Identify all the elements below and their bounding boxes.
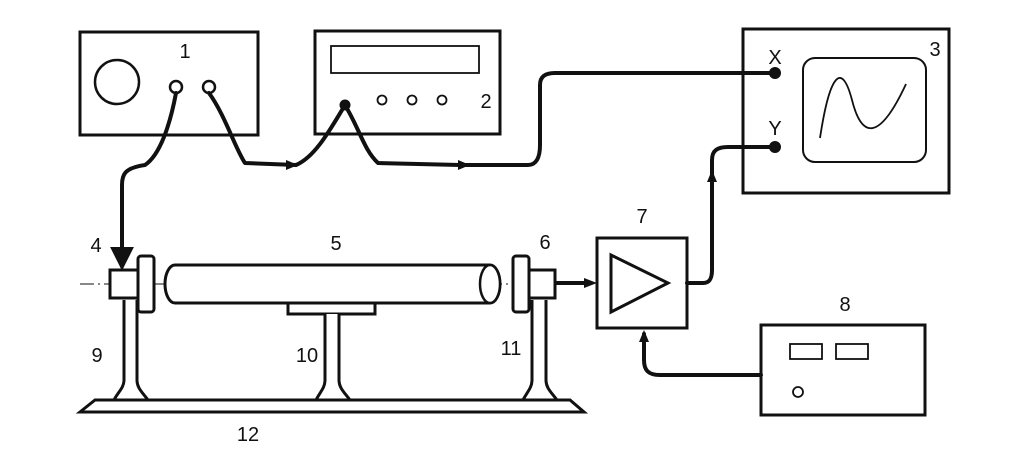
tube-open-end: [478, 263, 502, 305]
label-2: 2: [480, 91, 491, 113]
frequency-meter: 2: [313, 29, 502, 136]
stand-left: 9: [91, 300, 152, 402]
oscilloscope: 3 X Y: [741, 27, 951, 195]
sound-receiver: 6: [511, 232, 557, 314]
power-supply-indicator-2: [835, 343, 869, 360]
wire-amplifier-to-oscilloscope-y: [685, 145, 772, 285]
label-12: 12: [237, 424, 259, 446]
wire-arrow-1: [286, 160, 298, 170]
label-3: 3: [929, 39, 940, 61]
wire-arrow-4: [639, 330, 649, 342]
base-plate: 12: [75, 398, 589, 446]
oscilloscope-x-terminal: [769, 67, 781, 79]
power-supply: 8: [759, 294, 927, 417]
label-11: 11: [501, 338, 522, 360]
label-7: 7: [636, 206, 647, 228]
oscilloscope-input-y-label: Y: [768, 118, 781, 140]
wire-arrow-3: [707, 170, 717, 182]
power-supply-knob: [792, 386, 804, 398]
label-1: 1: [179, 41, 190, 63]
generator-dial-icon: [93, 58, 141, 106]
frequency-meter-knob-1: [376, 94, 388, 106]
label-6: 6: [539, 232, 550, 254]
frequency-meter-knob-2: [406, 94, 418, 106]
stand-middle: 10: [286, 301, 377, 402]
sound-generator: 1: [78, 30, 260, 137]
resonance-tube: 5: [163, 233, 502, 305]
wire-arrow-5: [584, 278, 597, 288]
amplifier-triangle-icon: [609, 252, 672, 315]
amplifier: 7: [595, 206, 689, 330]
label-9: 9: [91, 345, 102, 367]
frequency-meter-display: [330, 45, 480, 74]
label-10: 10: [296, 345, 318, 367]
power-supply-indicator-1: [789, 343, 823, 360]
label-5: 5: [330, 233, 341, 255]
oscilloscope-screen: [802, 57, 927, 163]
wire-arrow-2: [458, 160, 470, 170]
stand-right: 11: [501, 300, 561, 402]
label-8: 8: [839, 294, 850, 316]
oscilloscope-input-x-label: X: [768, 47, 781, 69]
wire-power-supply-to-amplifier: [642, 332, 763, 377]
sound-emitter: 4: [90, 235, 156, 314]
oscilloscope-y-terminal: [769, 141, 781, 153]
frequency-meter-knob-3: [436, 94, 448, 106]
frequency-meter-input-terminal: [339, 99, 351, 111]
oscilloscope-waveform: [819, 77, 907, 139]
label-4: 4: [90, 235, 101, 257]
wire-generator-to-emitter: [110, 91, 178, 271]
